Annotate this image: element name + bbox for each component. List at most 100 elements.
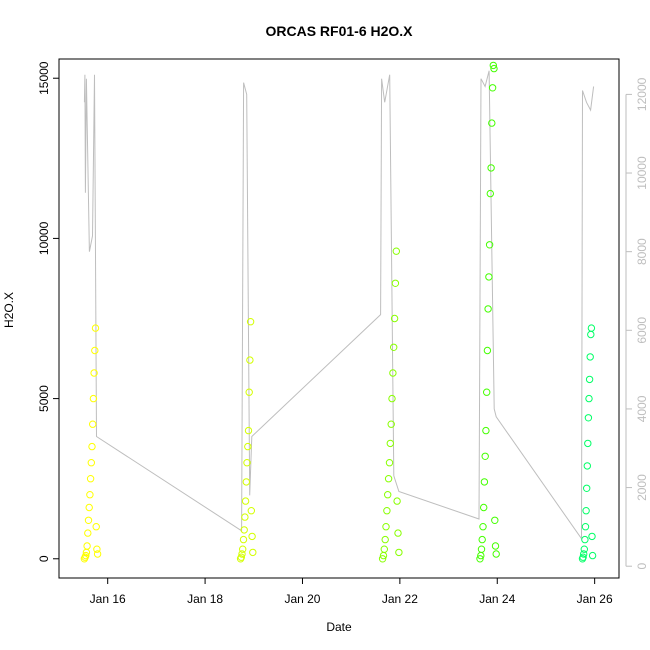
data-point <box>492 550 500 558</box>
data-point <box>237 553 246 561</box>
data-point <box>390 343 398 351</box>
data-point <box>378 555 387 563</box>
data-point <box>91 346 99 355</box>
data-point <box>392 247 400 255</box>
data-point <box>384 475 393 483</box>
data-point <box>476 555 484 563</box>
data-point <box>93 545 101 553</box>
data-point <box>89 420 97 428</box>
y-tick-label: 0 <box>37 555 51 562</box>
x-tick-label: Jan 20 <box>284 592 320 606</box>
data-point <box>87 459 96 467</box>
data-point <box>480 503 488 512</box>
data-point <box>581 535 589 544</box>
data-point <box>91 324 100 332</box>
data-point <box>395 548 403 557</box>
data-point <box>583 462 591 470</box>
data-point <box>484 305 492 313</box>
chart-title: ORCAS RF01-6 H2O.X <box>265 23 413 39</box>
data-point <box>581 523 590 531</box>
data-point <box>585 394 593 403</box>
data-point <box>579 553 587 561</box>
x-tick-label: Jan 26 <box>577 592 613 606</box>
secondary-y-tick-label: 6000 <box>635 317 649 344</box>
data-point <box>483 388 491 396</box>
data-point <box>244 426 253 435</box>
data-point <box>585 375 594 384</box>
x-tick-label: Jan 18 <box>187 592 223 606</box>
data-point <box>477 545 486 553</box>
data-point <box>82 551 90 560</box>
data-point <box>241 513 249 521</box>
secondary-y-tick-label: 8000 <box>635 238 649 265</box>
data-point <box>384 491 392 499</box>
data-point <box>248 532 256 541</box>
y-tick-label: 15000 <box>37 61 51 95</box>
data-point <box>385 459 394 467</box>
data-point <box>249 548 257 557</box>
secondary-series-layer <box>83 70 595 541</box>
y-tick-label: 10000 <box>37 221 51 255</box>
x-axis-label: Date <box>326 620 352 634</box>
data-point <box>488 119 496 127</box>
data-point <box>490 64 498 73</box>
data-point <box>580 550 588 558</box>
data-point <box>381 535 389 544</box>
data-point <box>389 369 397 377</box>
data-point <box>483 346 492 355</box>
data-point <box>246 356 254 364</box>
secondary-y-tick-label: 0 <box>635 563 649 570</box>
secondary-y-tick-label: 2000 <box>635 474 649 501</box>
data-point <box>586 353 594 361</box>
data-point <box>491 516 499 524</box>
data-point <box>88 442 96 451</box>
y-tick-label: 5000 <box>37 385 51 412</box>
data-point <box>393 497 401 505</box>
data-point <box>580 545 588 553</box>
data-point <box>584 439 592 448</box>
data-point <box>244 442 252 451</box>
data-point <box>583 484 591 492</box>
data-point <box>479 523 487 531</box>
data-point <box>391 279 400 287</box>
data-point <box>390 314 399 323</box>
data-point <box>93 550 102 558</box>
data-point <box>582 507 590 515</box>
data-point <box>92 523 100 531</box>
data-point <box>388 394 396 403</box>
data-point <box>491 542 500 550</box>
axes-layer: 0 5000 10000 15000 Jan 16 Jan 18 Jan 20 Jan 22 J… <box>37 58 649 606</box>
data-point <box>247 507 256 515</box>
data-point <box>382 523 390 531</box>
data-point <box>241 497 250 505</box>
data-point <box>587 330 595 339</box>
data-point <box>89 394 98 403</box>
data-point <box>84 516 93 524</box>
points-layer <box>80 61 597 563</box>
secondary-y-tick-label: 4000 <box>635 395 649 422</box>
secondary-y-tick-label: 12000 <box>635 77 649 111</box>
data-point <box>238 550 246 558</box>
data-point <box>239 545 247 553</box>
data-point <box>383 507 391 515</box>
data-point <box>482 426 490 435</box>
data-point <box>243 459 251 467</box>
data-point <box>588 551 597 560</box>
data-point <box>386 439 394 448</box>
x-tick-label: Jan 16 <box>90 592 126 606</box>
data-point <box>86 475 95 483</box>
data-point <box>387 420 395 428</box>
data-point <box>85 503 93 512</box>
data-point <box>245 388 253 396</box>
data-point <box>239 535 248 544</box>
data-point <box>480 478 489 486</box>
data-point <box>486 189 494 198</box>
data-point <box>478 535 486 544</box>
data-point <box>394 529 402 537</box>
data-point <box>487 164 495 172</box>
data-point <box>588 532 596 541</box>
data-point <box>380 545 388 553</box>
data-point <box>240 526 248 534</box>
data-point <box>488 84 497 92</box>
